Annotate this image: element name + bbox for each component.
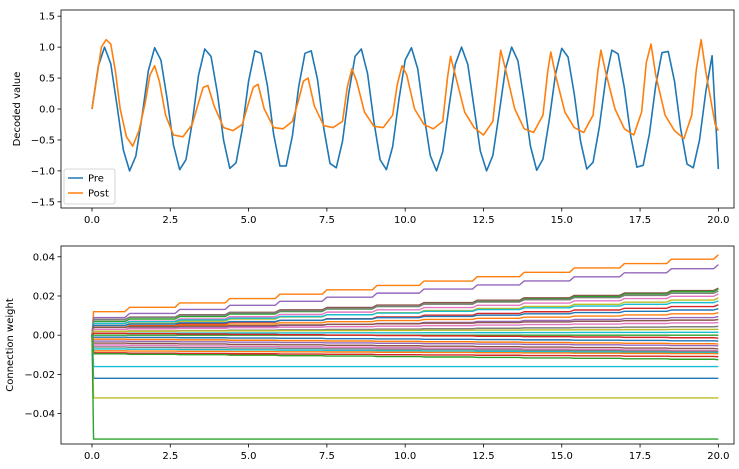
top-x-tick-label: 15.0 bbox=[551, 215, 573, 226]
bottom-y-axis: −0.04 −0.02 0.00 0.02 0.04 bbox=[24, 252, 61, 420]
weight-trace bbox=[91, 293, 719, 336]
legend-label-pre: Pre bbox=[88, 174, 104, 185]
top-y-tick-label: 1.0 bbox=[39, 43, 55, 54]
weight-trace bbox=[91, 304, 719, 336]
weight-trace bbox=[91, 335, 719, 440]
weight-trace bbox=[91, 264, 719, 336]
weight-trace bbox=[91, 335, 719, 355]
weight-trace bbox=[91, 335, 719, 361]
weight-trace bbox=[91, 328, 719, 336]
bottom-series-group bbox=[91, 254, 719, 440]
weight-trace bbox=[91, 335, 719, 350]
top-y-tick-label: −1.0 bbox=[31, 166, 55, 177]
decoded-value-plot: 0.0 2.5 5.0 7.5 10.0 12.5 15.0 17.5 20.0 −1.5−1.… bbox=[12, 9, 735, 226]
top-series-group bbox=[91, 38, 720, 172]
top-y-tick-label: −0.5 bbox=[31, 135, 55, 146]
bottom-x-tick-label: 15.0 bbox=[551, 451, 573, 462]
weight-trace bbox=[91, 335, 719, 352]
weight-trace bbox=[91, 318, 719, 336]
series-line-pre bbox=[91, 46, 720, 172]
bottom-x-tick-label: 7.5 bbox=[319, 451, 335, 462]
top-y-axis-label: Decoded value bbox=[12, 72, 23, 147]
weight-trace bbox=[91, 335, 719, 368]
weight-trace bbox=[91, 290, 719, 336]
legend: Pre Post bbox=[63, 168, 116, 205]
bottom-y-tick-label: 0.04 bbox=[33, 252, 55, 263]
top-x-tick-label: 2.5 bbox=[162, 215, 178, 226]
weight-trace bbox=[91, 334, 719, 342]
bottom-x-tick-label: 12.5 bbox=[472, 451, 494, 462]
bottom-x-tick-label: 2.5 bbox=[162, 451, 178, 462]
bottom-x-tick-label: 20.0 bbox=[707, 451, 729, 462]
connection-weight-plot: 0.0 2.5 5.0 7.5 10.0 12.5 15.0 17.5 20.0 −0.04−0… bbox=[5, 245, 735, 462]
top-y-tick-label: 1.5 bbox=[39, 12, 55, 23]
bottom-y-tick-label: −0.02 bbox=[24, 370, 55, 381]
top-x-tick-label: 20.0 bbox=[707, 215, 729, 226]
top-x-tick-label: 0.0 bbox=[84, 215, 100, 226]
top-y-tick-label: −1.5 bbox=[31, 197, 55, 208]
weight-trace bbox=[91, 335, 719, 399]
top-x-tick-label: 17.5 bbox=[629, 215, 651, 226]
weight-trace bbox=[91, 335, 719, 353]
bottom-y-tick-label: 0.00 bbox=[33, 331, 55, 342]
bottom-y-tick-label: −0.04 bbox=[24, 409, 55, 420]
top-x-tick-label: 5.0 bbox=[241, 215, 257, 226]
weight-trace bbox=[91, 335, 719, 358]
bottom-x-tick-label: 17.5 bbox=[629, 451, 651, 462]
bottom-x-tick-label: 10.0 bbox=[394, 451, 416, 462]
bottom-x-axis: 0.0 2.5 5.0 7.5 10.0 12.5 15.0 17.5 20.0 bbox=[84, 444, 729, 462]
weight-trace bbox=[91, 335, 719, 347]
top-x-tick-label: 12.5 bbox=[472, 215, 494, 226]
weight-trace bbox=[91, 311, 719, 336]
top-x-tick-label: 10.0 bbox=[394, 215, 416, 226]
weight-trace bbox=[91, 334, 719, 345]
weight-trace bbox=[91, 254, 719, 336]
bottom-y-tick-label: 0.02 bbox=[33, 291, 55, 302]
weight-trace bbox=[91, 335, 719, 380]
weight-trace bbox=[91, 321, 719, 336]
top-y-tick-label: 0.5 bbox=[39, 74, 55, 85]
top-x-axis: 0.0 2.5 5.0 7.5 10.0 12.5 15.0 17.5 20.0 bbox=[84, 208, 729, 226]
bottom-x-tick-label: 5.0 bbox=[241, 451, 257, 462]
top-x-tick-label: 7.5 bbox=[319, 215, 335, 226]
weight-trace bbox=[91, 335, 719, 354]
weight-trace bbox=[91, 308, 719, 336]
bottom-x-tick-label: 0.0 bbox=[84, 451, 100, 462]
series-line-post bbox=[91, 38, 720, 147]
top-y-axis: −1.5 −1.0 −0.5 0.0 0.5 1.0 1.5 bbox=[31, 12, 61, 208]
bottom-y-axis-label: Connection weight bbox=[5, 298, 16, 392]
weight-trace bbox=[91, 300, 719, 336]
weight-trace bbox=[91, 332, 719, 339]
top-y-tick-label: 0.0 bbox=[39, 105, 55, 116]
legend-label-post: Post bbox=[88, 189, 109, 200]
